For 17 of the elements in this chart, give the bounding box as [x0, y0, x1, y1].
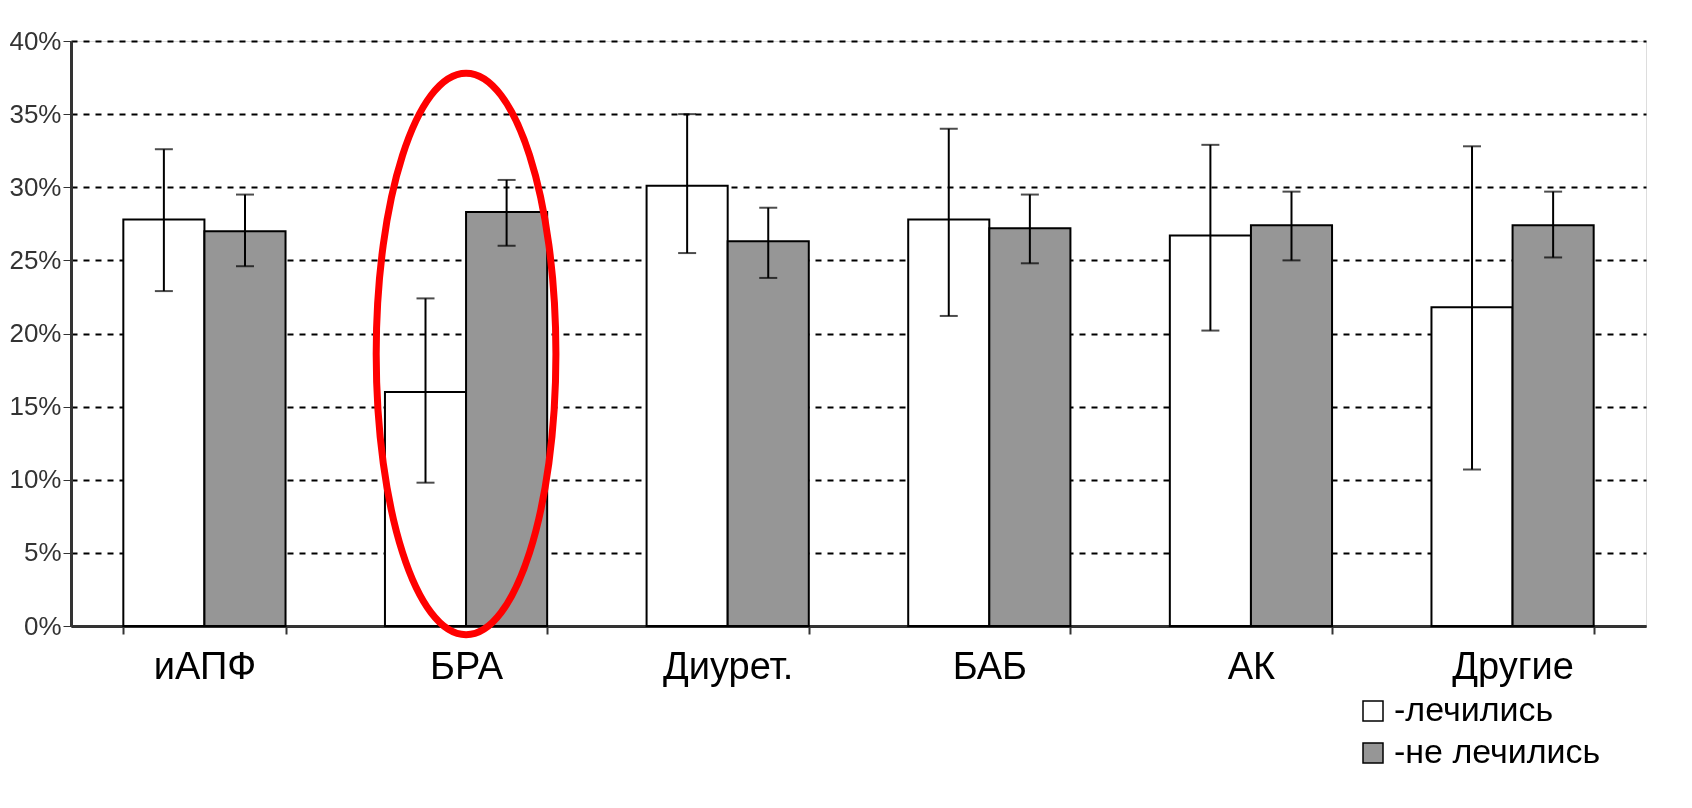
x-tick-label: АК	[1227, 644, 1276, 687]
x-tick-label: иАПФ	[153, 644, 257, 687]
y-tick-label: 40%	[9, 25, 62, 56]
y-tick-label: 5%	[23, 537, 62, 568]
y-tick-label: 30%	[9, 171, 62, 202]
y-tick-label: 35%	[9, 98, 62, 129]
y-tick-label: 10%	[9, 464, 62, 495]
x-tick-label: Диурет.	[663, 644, 794, 687]
x-tick-label: Другие	[1452, 644, 1574, 687]
y-tick-label: 25%	[9, 244, 62, 275]
legend-label: -не лечились	[1394, 732, 1601, 770]
y-tick-label: 20%	[9, 318, 62, 348]
legend-label: -лечились	[1394, 690, 1554, 728]
x-tick-label: БАБ	[952, 644, 1028, 687]
y-tick-label: 15%	[9, 391, 62, 422]
y-tick-label: 0%	[23, 610, 62, 641]
x-tick-label: БРА	[430, 644, 504, 687]
